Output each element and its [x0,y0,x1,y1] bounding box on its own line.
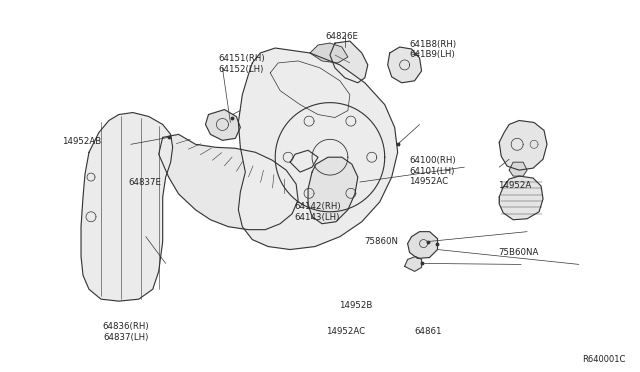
Polygon shape [238,48,397,250]
Polygon shape [408,232,438,259]
Text: 64837E: 64837E [129,178,162,187]
Text: 64142(RH)
64143(LH): 64142(RH) 64143(LH) [294,202,341,222]
Text: 14952B: 14952B [339,301,372,311]
Polygon shape [404,256,422,271]
Text: 14952A: 14952A [499,182,532,190]
Polygon shape [499,176,543,220]
Text: 75B60NA: 75B60NA [499,248,539,257]
Polygon shape [308,157,358,224]
Polygon shape [509,162,527,176]
Text: 64836(RH)
64837(LH): 64836(RH) 64837(LH) [102,322,149,341]
Text: 64861: 64861 [414,327,442,336]
Text: 14952AB: 14952AB [62,137,101,146]
Text: 75860N: 75860N [365,237,399,246]
Text: 64151(RH)
64152(LH): 64151(RH) 64152(LH) [218,54,265,74]
Text: 64826E: 64826E [325,32,358,41]
Text: R640001C: R640001C [582,355,626,364]
Polygon shape [159,134,298,230]
Polygon shape [310,43,348,63]
Polygon shape [330,41,368,83]
Polygon shape [81,113,173,301]
Polygon shape [205,110,241,140]
Polygon shape [499,121,547,170]
Text: 14952AC: 14952AC [326,327,365,336]
Polygon shape [388,47,422,83]
Polygon shape [290,150,318,172]
Text: 64100(RH)
64101(LH)
14952AC: 64100(RH) 64101(LH) 14952AC [409,156,456,186]
Text: 641B8(RH)
641B9(LH): 641B8(RH) 641B9(LH) [409,40,456,59]
